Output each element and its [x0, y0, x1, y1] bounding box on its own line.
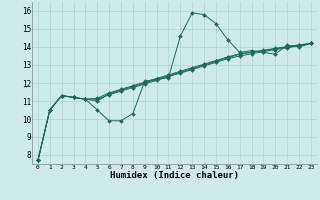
- X-axis label: Humidex (Indice chaleur): Humidex (Indice chaleur): [110, 171, 239, 180]
